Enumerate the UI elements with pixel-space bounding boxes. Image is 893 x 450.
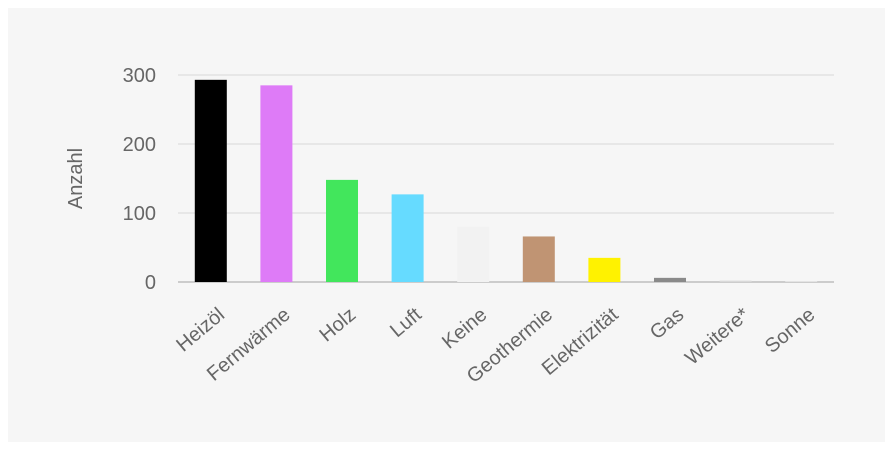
x-tick-label: Luft: [386, 303, 426, 342]
x-tick-label: Holz: [315, 304, 360, 347]
y-tick-label: 300: [123, 65, 156, 87]
bar[interactable]: [785, 281, 818, 282]
bar[interactable]: [326, 179, 358, 282]
bar[interactable]: [457, 226, 490, 282]
bar[interactable]: [260, 85, 293, 282]
bar[interactable]: [194, 79, 227, 282]
bar[interactable]: [391, 194, 424, 282]
y-tick-label: 200: [123, 134, 156, 156]
x-tick-label: Sonne: [761, 304, 819, 358]
x-tick-label: Keine: [438, 304, 491, 354]
y-axis-title: Anzahl: [65, 148, 87, 209]
bar[interactable]: [522, 236, 555, 282]
y-tick-label: 100: [123, 203, 156, 225]
y-tick-labels: 0 100 200 300: [123, 65, 156, 294]
bar[interactable]: [719, 280, 752, 282]
chart-card: 0 100 200 300 Heizöl Fernwärme Holz Luft Keine G…: [8, 8, 885, 442]
x-tick-label: Heizöl: [172, 304, 229, 357]
bar[interactable]: [654, 277, 686, 282]
x-tick-label: Gas: [646, 304, 688, 344]
x-tick-label: Weitere*: [681, 304, 754, 370]
bar-layer: [194, 79, 818, 282]
bar[interactable]: [588, 257, 621, 282]
y-tick-label: 0: [145, 272, 156, 294]
